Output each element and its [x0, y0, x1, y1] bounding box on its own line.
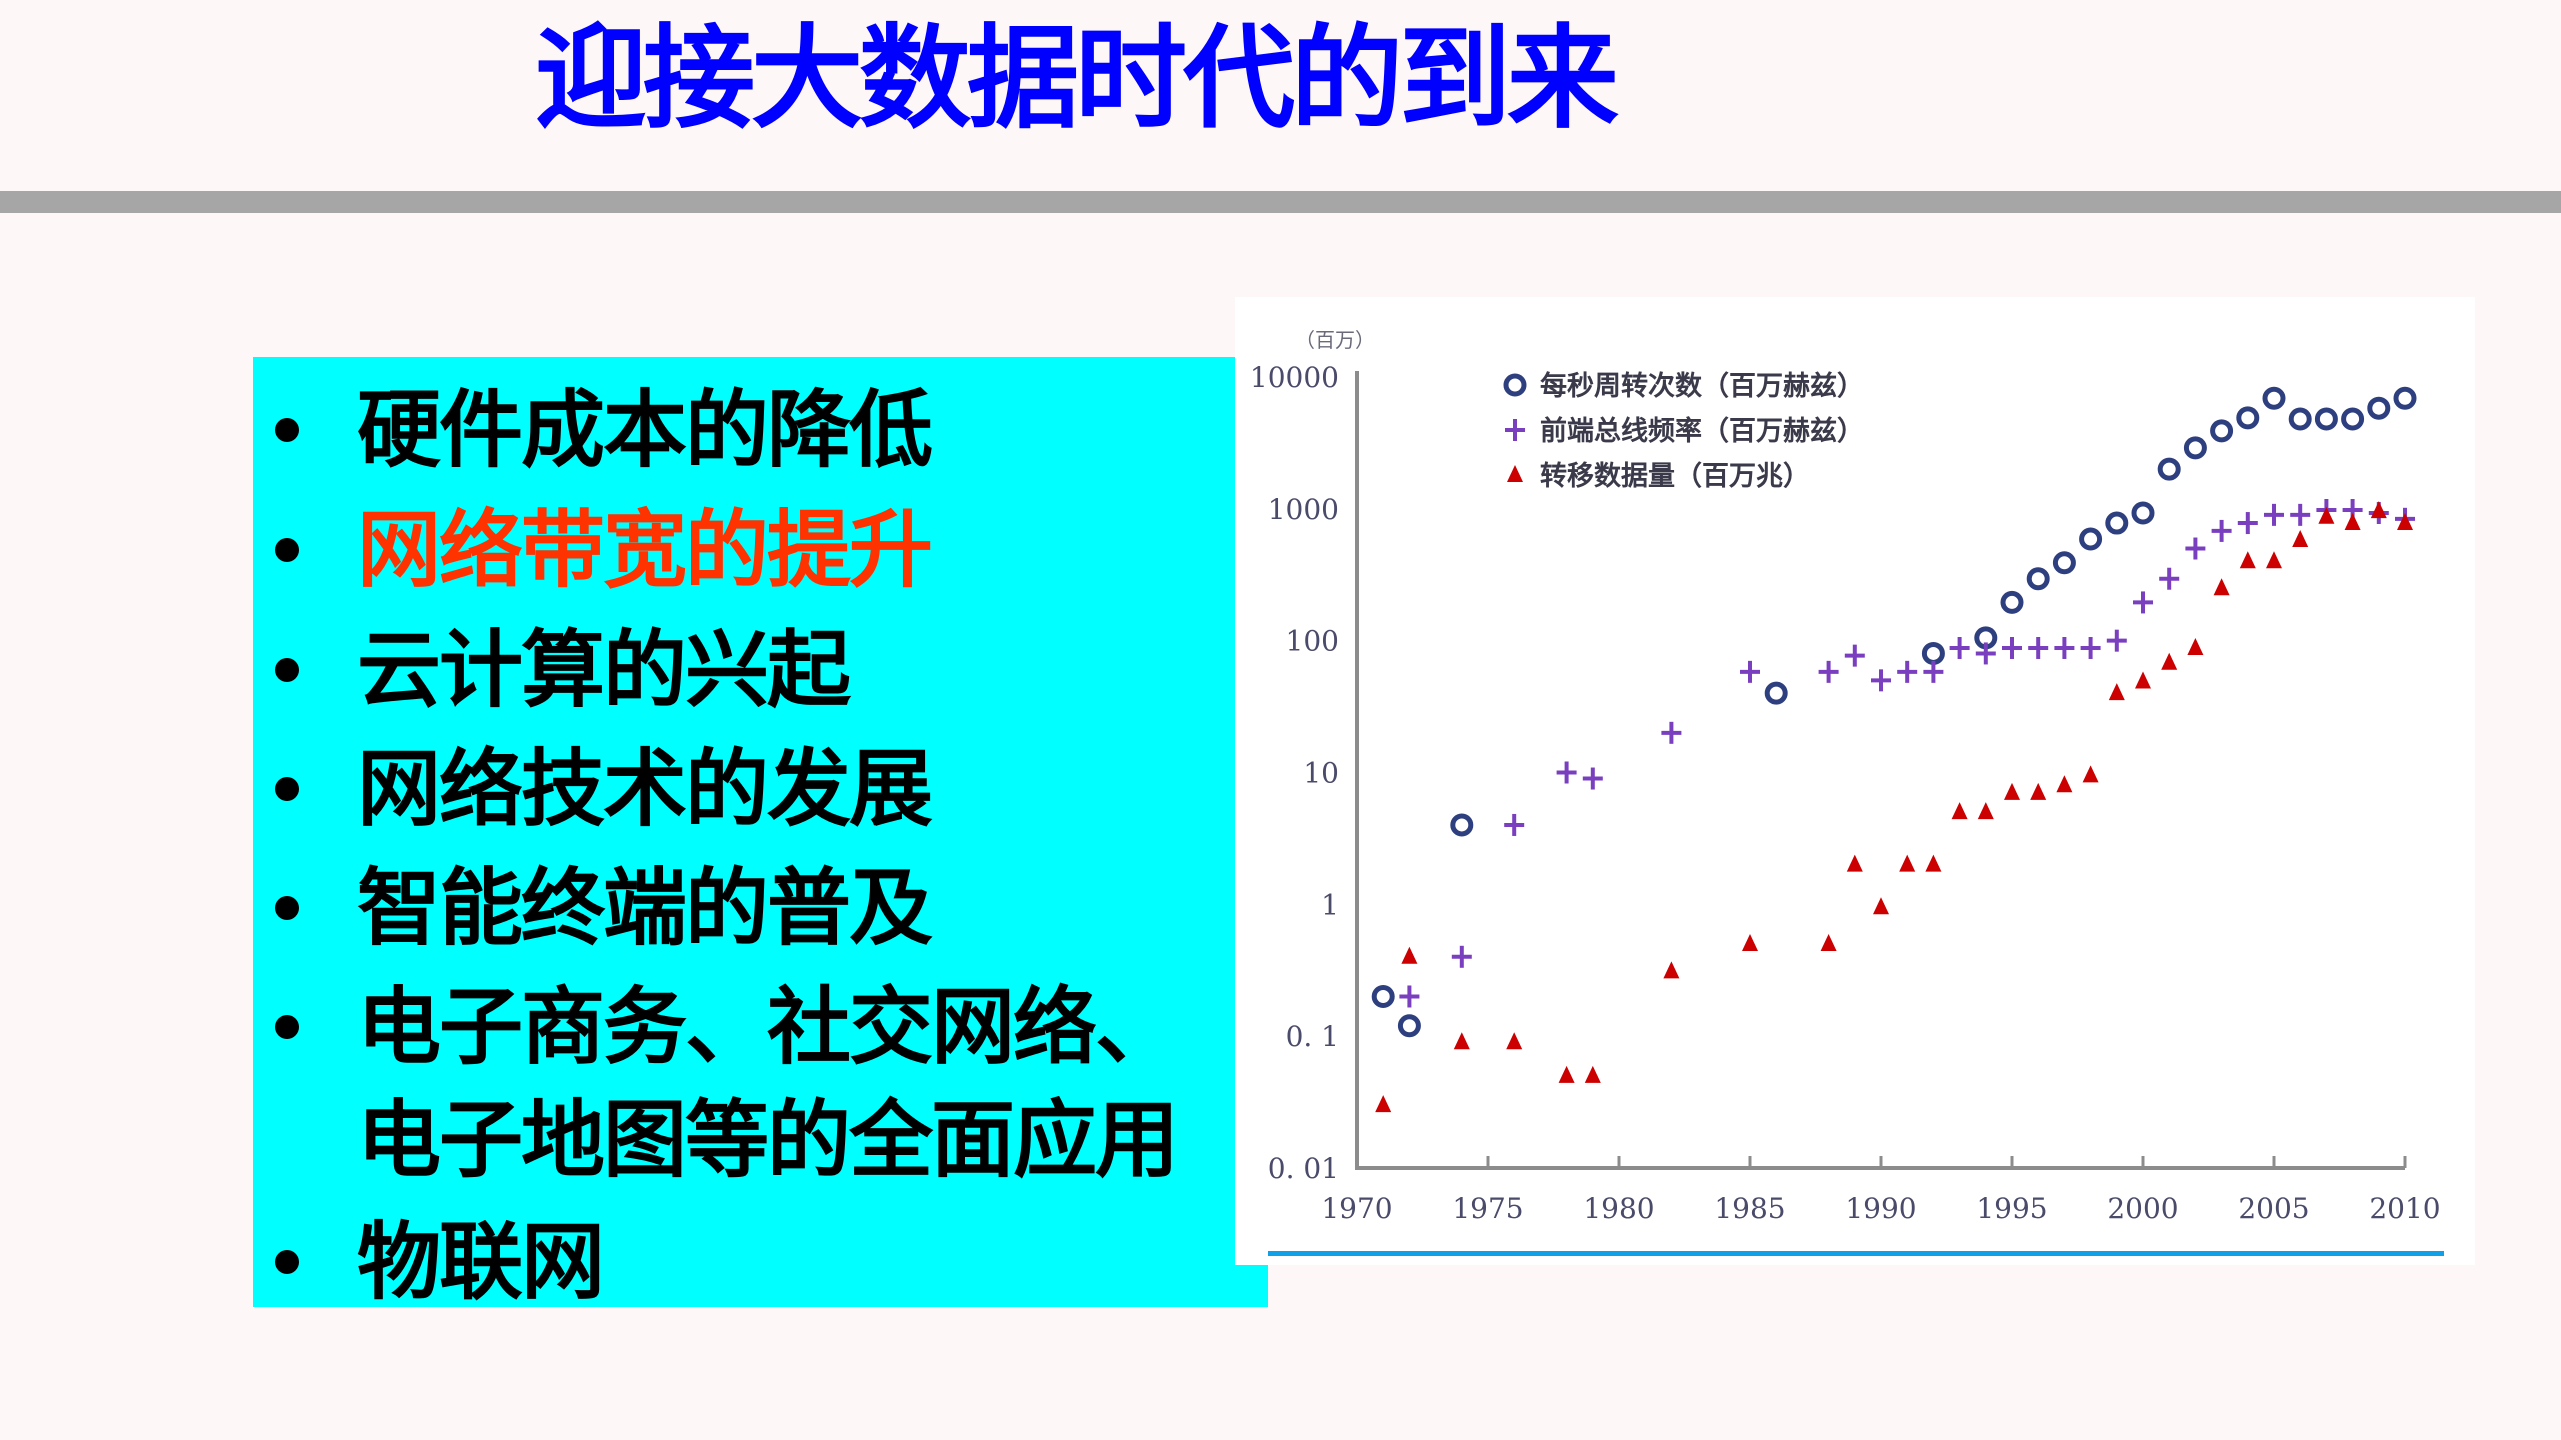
- bullet-item: 物联网: [253, 1202, 1268, 1322]
- bullet-item: 云计算的兴起: [253, 610, 1268, 730]
- chart-points: [1371, 386, 2417, 1113]
- bullet-dot-icon: [275, 1250, 299, 1274]
- bullet-dot-icon: [275, 418, 299, 442]
- bullet-dot-icon: [275, 777, 299, 801]
- x-tick-label: 1975: [1452, 1192, 1523, 1225]
- y-tick-label: 1000: [1268, 493, 1339, 526]
- x-tick-label: 1995: [1976, 1192, 2047, 1225]
- y-tick-label: 10: [1303, 757, 1339, 790]
- y-tick-label: 0. 1: [1286, 1020, 1339, 1053]
- bullet-text: 电子商务、社交网络、: [357, 978, 1179, 1076]
- bullet-item: 电子地图等的全面应用: [253, 1080, 1268, 1200]
- chart-legend: 每秒周转次数（百万赫兹） 前端总线频率（百万赫兹） 转移数据量（百万兆）: [1503, 370, 1864, 492]
- y-tick-label: 100: [1286, 625, 1339, 658]
- x-tick-label: 2005: [2238, 1192, 2309, 1225]
- x-tick-label: 1970: [1321, 1192, 1392, 1225]
- bullet-text: 物联网: [357, 1213, 605, 1311]
- bullet-dot-icon: [275, 896, 299, 920]
- scatter-chart: 1970 1975 1980 1985 1990 1995 2000 2005 20101000…: [1250, 328, 2441, 1225]
- bullet-panel: [253, 357, 1240, 1307]
- bullet-item: 智能终端的普及: [253, 848, 1268, 968]
- chart-underline: [1268, 1251, 2444, 1256]
- legend-label: 每秒周转次数（百万赫兹）: [1540, 370, 1864, 402]
- bullet-panel-extension: [1235, 1265, 1268, 1307]
- y-tick-label: 0. 01: [1268, 1152, 1339, 1185]
- bullet-dot-icon: [275, 658, 299, 682]
- bullet-dot-icon: [275, 538, 299, 562]
- bullet-text: 云计算的兴起: [357, 621, 851, 719]
- x-tick-label: 2010: [2369, 1192, 2440, 1225]
- chart-image: 1970 1975 1980 1985 1990 1995 2000 2005 2010 1000…: [1235, 297, 2475, 1265]
- title-divider: [0, 191, 2561, 213]
- x-tick-label: 1980: [1583, 1192, 1654, 1225]
- legend-label: 转移数据量（百万兆）: [1540, 461, 1810, 492]
- bullet-text: 网络带宽的提升: [357, 501, 933, 599]
- bullet-item: 电子商务、社交网络、: [253, 967, 1268, 1087]
- bullet-text: 智能终端的普及: [357, 859, 933, 957]
- bullet-item: 硬件成本的降低: [253, 370, 1268, 490]
- x-tick-label: 1985: [1714, 1192, 1785, 1225]
- x-tick-label: 1990: [1845, 1192, 1916, 1225]
- y-tick-label: 10000: [1250, 361, 1339, 394]
- bullet-dot-icon: [275, 1015, 299, 1039]
- y-tick-label: 1: [1321, 888, 1339, 921]
- bullet-text: 网络技术的发展: [357, 740, 933, 838]
- legend-label: 前端总线频率（百万赫兹）: [1540, 415, 1864, 447]
- slide-title: 迎接大数据时代的到来: [535, 14, 1619, 144]
- y-axis-unit: （百万）: [1295, 328, 1375, 352]
- bullet-item: 网络技术的发展: [253, 729, 1268, 849]
- bullet-text: 硬件成本的降低: [357, 381, 933, 479]
- bullet-item: 网络带宽的提升: [253, 490, 1268, 610]
- x-tick-label: 2000: [2107, 1192, 2178, 1225]
- bullet-text: 电子地图等的全面应用: [357, 1091, 1179, 1189]
- chart-axes: 1970 1975 1980 1985 1990 1995 2000 2005 20101000…: [1250, 328, 2441, 1225]
